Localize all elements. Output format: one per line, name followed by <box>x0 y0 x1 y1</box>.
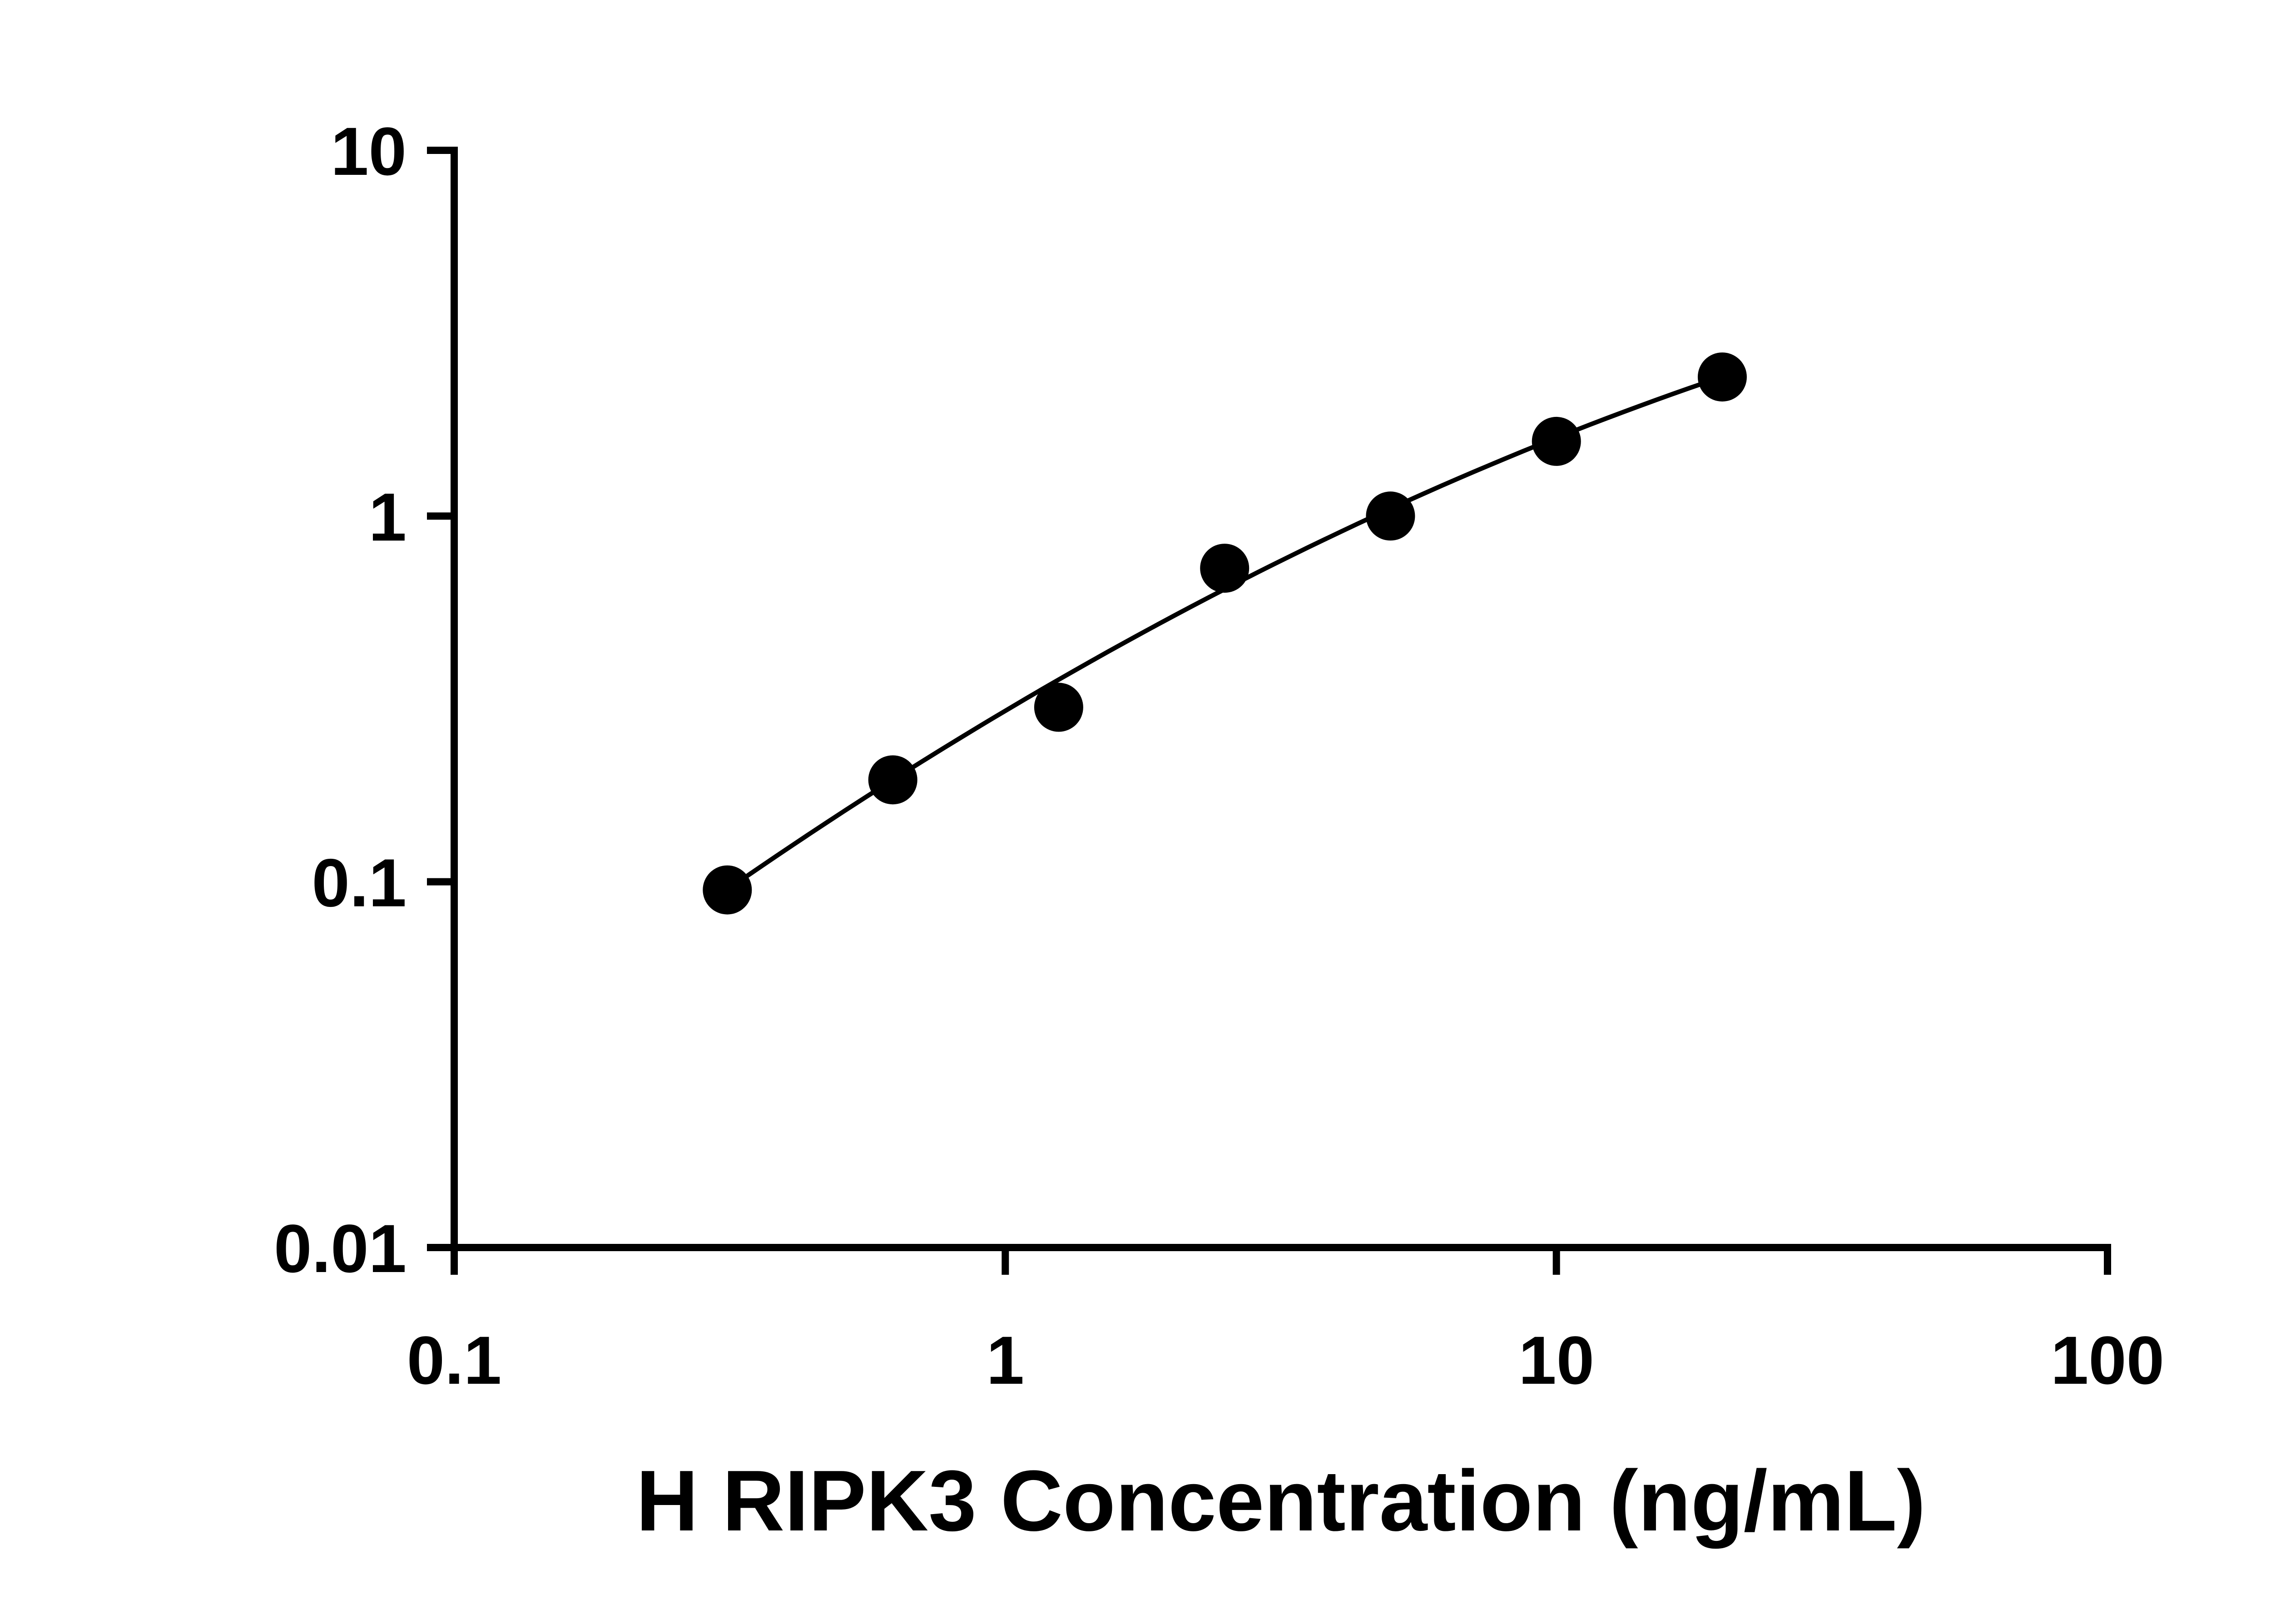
data-point <box>1532 416 1581 466</box>
data-point <box>703 865 752 915</box>
y-tick-label: 1 <box>369 479 407 555</box>
y-tick-label: 0.01 <box>274 1210 407 1287</box>
x-tick-label: 0.1 <box>407 1322 502 1398</box>
y-tick-label: 0.1 <box>312 845 407 921</box>
points-layer <box>703 352 1747 915</box>
x-tick-label: 10 <box>1518 1322 1594 1398</box>
x-tick-label: 1 <box>987 1322 1024 1398</box>
x-axis-title: H RIPK3 Concentration (ng/mL) <box>636 1453 1925 1549</box>
data-point <box>1697 352 1747 402</box>
data-point <box>1034 683 1083 732</box>
data-point <box>868 755 917 805</box>
data-point <box>1366 491 1415 541</box>
x-tick-label: 100 <box>2051 1322 2164 1398</box>
y-tick-label: 10 <box>331 113 407 189</box>
data-point <box>1200 544 1250 593</box>
